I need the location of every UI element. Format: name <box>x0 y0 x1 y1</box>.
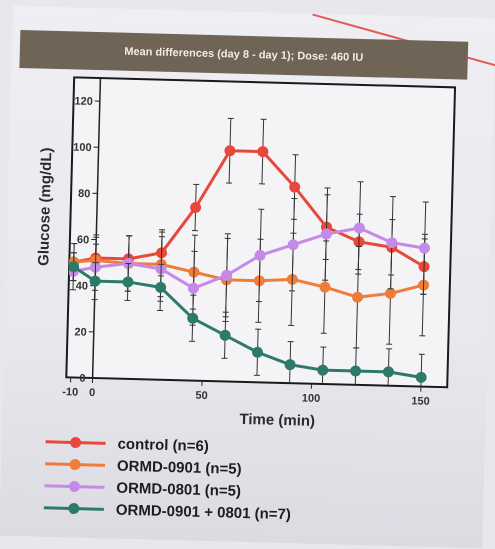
x-axis-title: Time (min) <box>239 411 315 430</box>
legend-swatch <box>42 479 106 495</box>
legend-label: control (n=6) <box>117 435 209 454</box>
x-tick-label: 50 <box>195 390 208 402</box>
legend: control (n=6) ORMD-0901 (n=5)ORMD-0801 (n… <box>42 431 424 529</box>
y-tick-label: 120 <box>74 95 93 107</box>
y-tick-label: 40 <box>76 280 89 292</box>
legend-label: ORMD-0801 (n=5) <box>116 479 241 499</box>
slide: Mean differences (day 8 - day 1); Dose: … <box>0 6 495 548</box>
x-tick-label: -10 <box>62 386 78 398</box>
y-tick-label: 0 <box>79 373 85 385</box>
y-tick-label: 100 <box>73 142 92 154</box>
legend-swatch <box>43 435 107 451</box>
y-tick-label: 20 <box>74 326 87 338</box>
x-tick-label: 150 <box>411 395 430 407</box>
y-tick-label: 80 <box>78 188 91 200</box>
legend-swatch <box>43 457 107 473</box>
x-tick-label: 100 <box>302 392 321 404</box>
y-axis-title: Glucose (mg/dL) <box>35 147 55 266</box>
x-tick-label: 0 <box>89 387 95 399</box>
legend-swatch <box>42 501 106 517</box>
legend-label: ORMD-0901 + 0801 (n=7) <box>116 501 291 523</box>
legend-label: ORMD-0901 (n=5) <box>117 457 242 477</box>
y-tick-label: 60 <box>77 234 90 246</box>
